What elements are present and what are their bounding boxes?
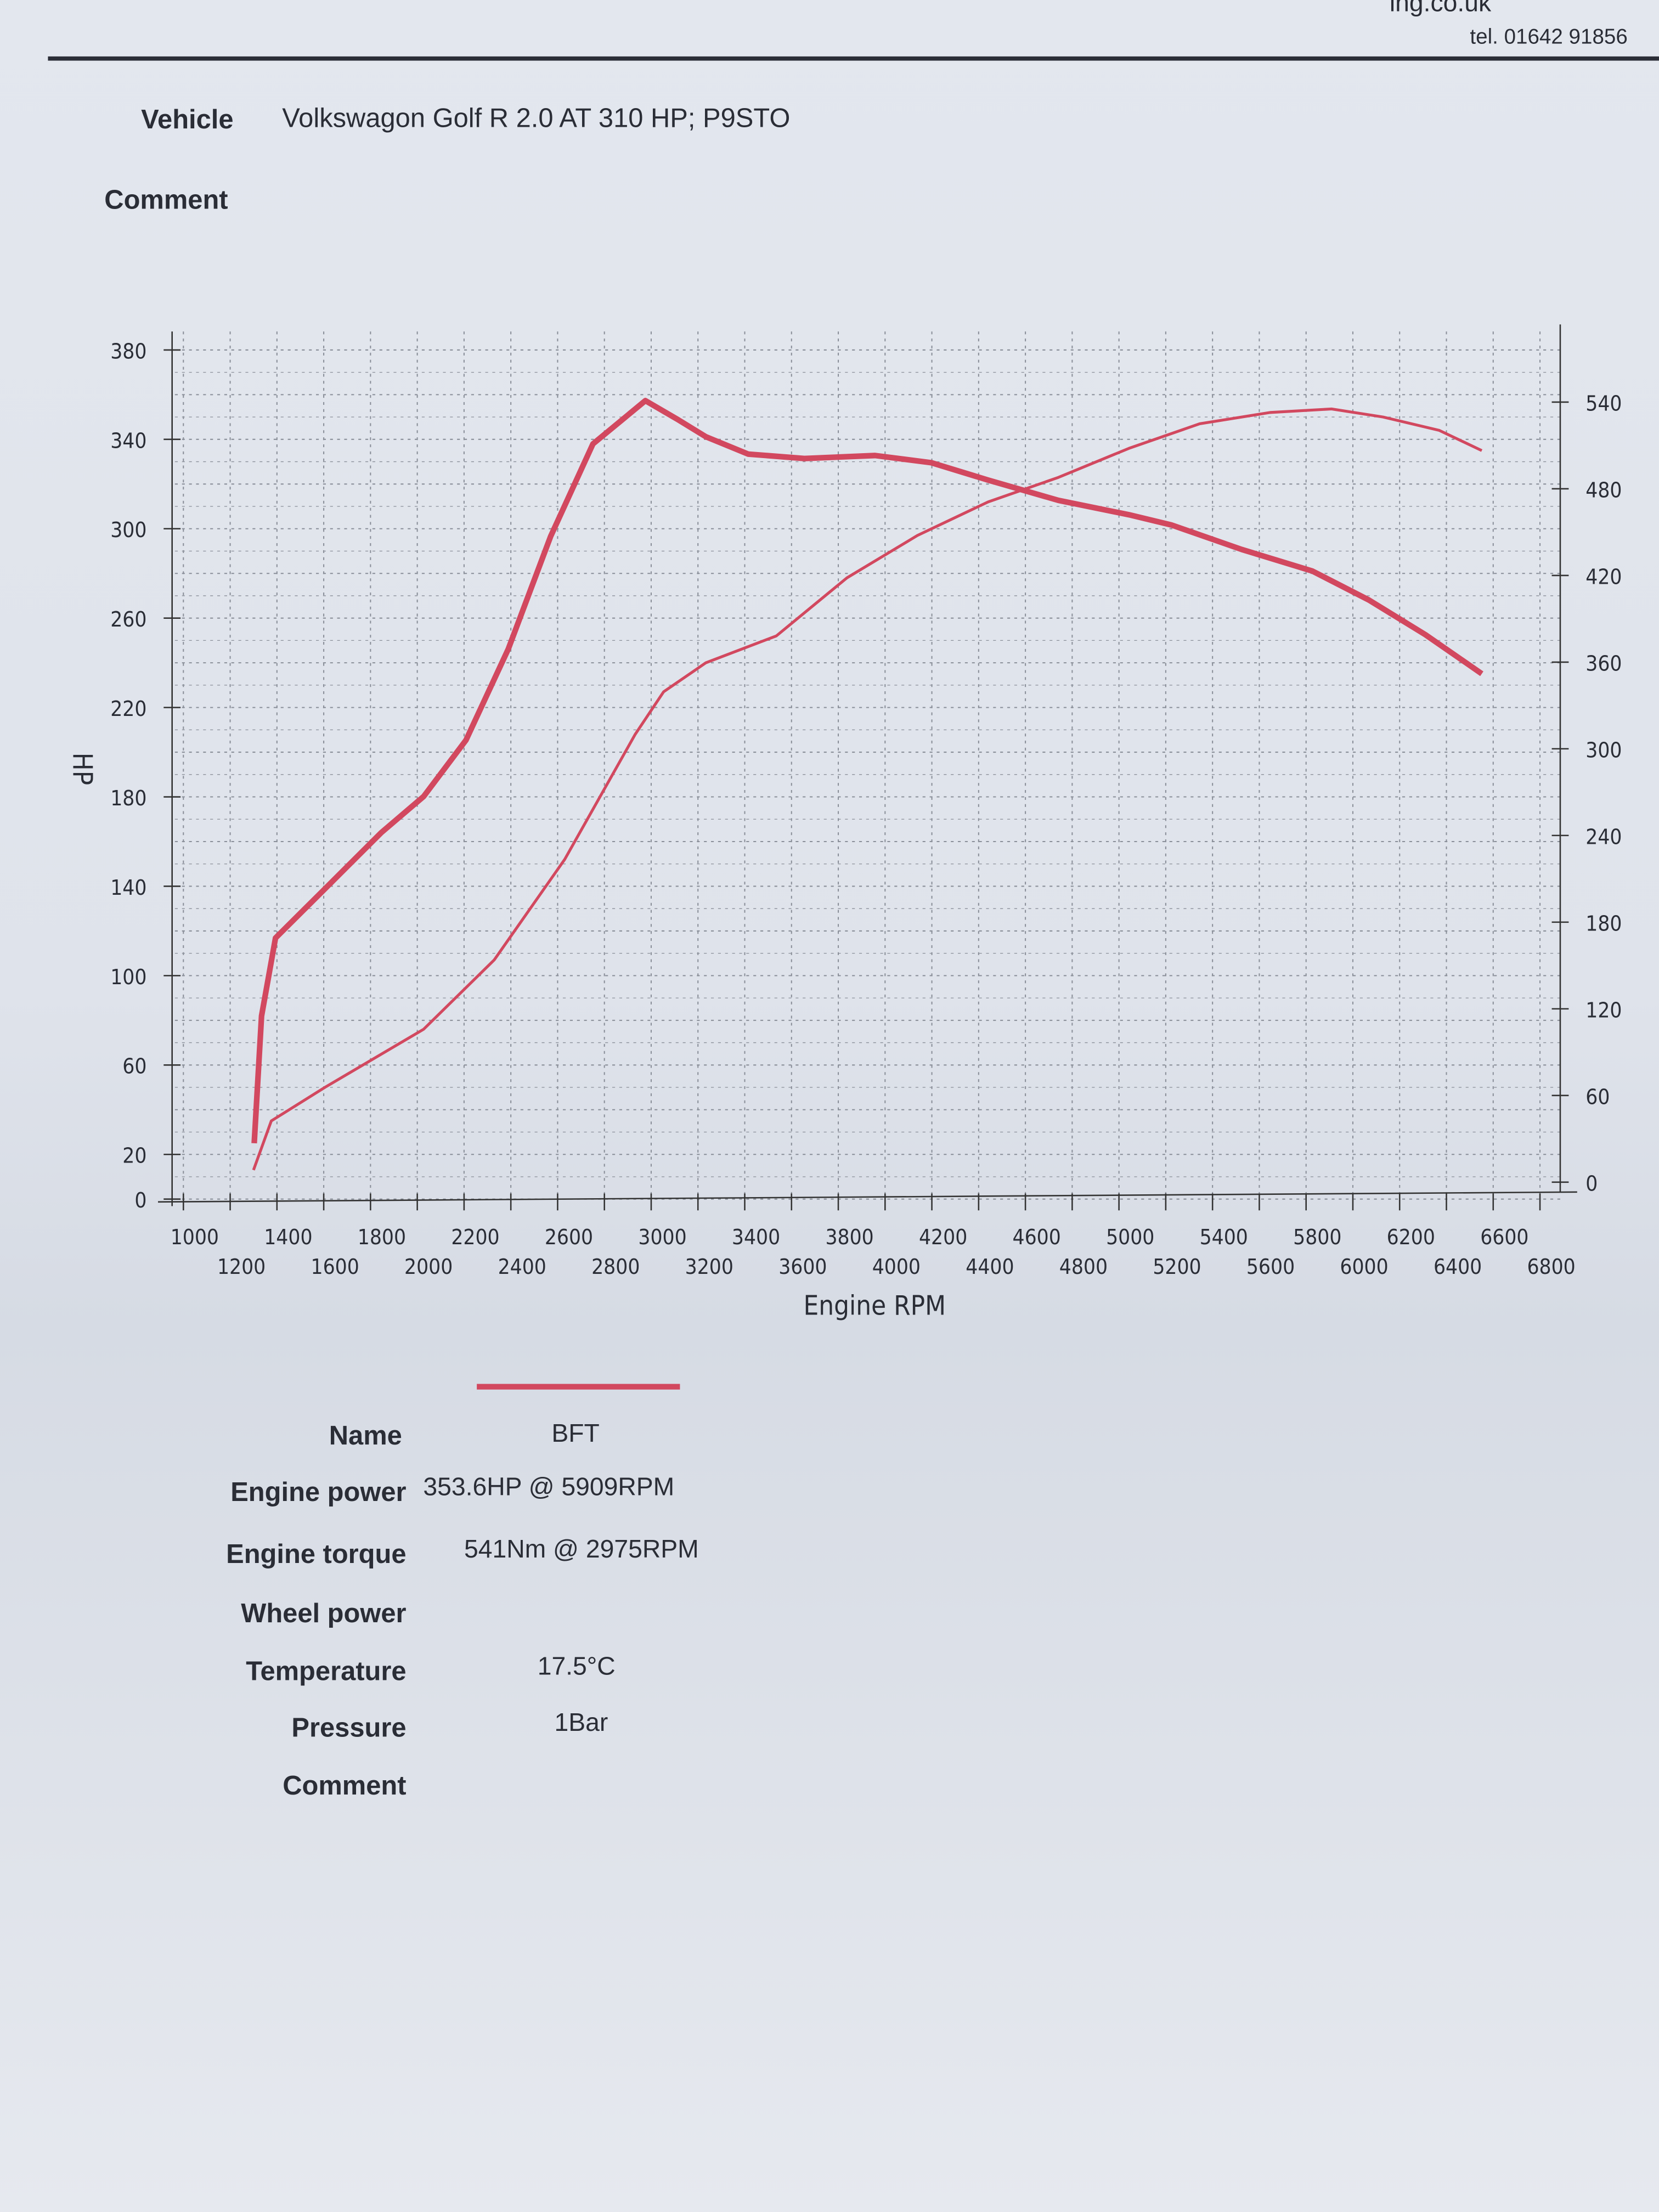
y-tick-label: 140 [110,876,146,900]
y-right-tick-label: 300 [1585,738,1622,763]
x-tick-label: 6000 [1340,1255,1388,1279]
x-tick-label: 4800 [1059,1255,1108,1279]
x-tick-label: 1600 [311,1255,359,1279]
power-curve [252,407,1483,1171]
result-label: Engine torque [226,1540,407,1570]
x-tick-label: 1400 [264,1225,312,1250]
y-right-tick-label: 540 [1585,391,1622,416]
x-tick-label: 4400 [966,1255,1014,1279]
name-label: Name [329,1421,402,1452]
result-value: 353.6HP @ 5909RPM [423,1472,675,1501]
x-tick-label: 5600 [1246,1255,1295,1279]
phone-text: tel. 01642 91856 [1470,25,1628,49]
y-tick-label: 180 [110,786,146,811]
result-label: Engine power [230,1478,407,1508]
y-tick-label: 340 [110,428,146,453]
x-tick-label: 3000 [638,1225,686,1250]
x-tick-label: 4600 [1013,1225,1061,1250]
x-tick-label: 1000 [171,1225,219,1250]
y-right-tick-label: 360 [1585,651,1622,676]
x-tick-label: 3800 [825,1225,873,1250]
x-tick-label: 3600 [778,1255,827,1279]
x-tick-label: 5400 [1200,1225,1248,1250]
x-tick-label: 6600 [1480,1225,1528,1250]
result-label: Wheel power [241,1599,407,1629]
y-right-tick-label: 180 [1585,911,1622,936]
x-axis-label: Engine RPM [804,1290,946,1322]
y-right-tick-label: 240 [1585,825,1622,849]
email-text: ing.co.uk [1389,0,1492,17]
y-axis-label: HP [67,753,98,786]
x-tick-label: 1800 [358,1225,406,1250]
x-tick-label: 3400 [732,1225,780,1250]
x-tick-label: 2400 [498,1255,546,1279]
y-tick-label: 100 [110,965,146,990]
header-divider [48,56,1659,61]
y-tick-label: 380 [110,339,146,364]
y-right-tick-label: 120 [1585,998,1622,1023]
result-value: 17.5°C [537,1652,616,1680]
result-label: Temperature [246,1657,407,1688]
y-tick-label: 260 [110,607,146,632]
vehicle-label: Vehicle [141,105,234,136]
y-tick-label: 60 [122,1054,146,1079]
y-right-tick-label: 420 [1585,565,1622,589]
torque-curve [251,398,1483,1144]
result-label: Pressure [291,1714,407,1744]
x-tick-label: 6400 [1434,1255,1482,1279]
result-label: Comment [283,1771,407,1802]
y-tick-label: 300 [110,518,146,543]
legend-swatch [477,1384,680,1390]
result-value: 1Bar [554,1708,608,1737]
y-right-tick-label: 480 [1585,478,1622,503]
x-tick-label: 5000 [1106,1225,1154,1250]
y-tick-label: 0 [134,1188,146,1213]
x-axis [157,1191,1577,1203]
vehicle-value: Volkswagon Golf R 2.0 AT 310 HP; P9STO [282,104,791,134]
x-tick-label: 2200 [451,1225,499,1250]
name-value: BFT [551,1419,600,1448]
y-right-tick-label: 60 [1585,1085,1610,1109]
result-value: 541Nm @ 2975RPM [464,1534,699,1564]
x-tick-label: 2000 [404,1255,453,1279]
x-tick-label: 5800 [1293,1225,1341,1250]
x-tick-label: 6800 [1527,1255,1575,1279]
x-tick-label: 4000 [872,1255,921,1279]
dyno-chart: 1000120014001600180020002200240026002800… [67,324,1622,1322]
x-tick-label: 2800 [591,1255,640,1279]
x-tick-label: 4200 [919,1225,967,1250]
x-tick-label: 5200 [1153,1255,1201,1279]
comment-label: Comment [104,186,228,216]
y-tick-label: 20 [122,1144,146,1169]
x-tick-label: 1200 [217,1255,266,1279]
x-tick-label: 3200 [685,1255,733,1279]
x-tick-label: 6200 [1387,1225,1435,1250]
x-tick-label: 2600 [545,1225,593,1250]
y-right-tick-label: 0 [1585,1171,1598,1196]
y-tick-label: 220 [110,697,146,721]
